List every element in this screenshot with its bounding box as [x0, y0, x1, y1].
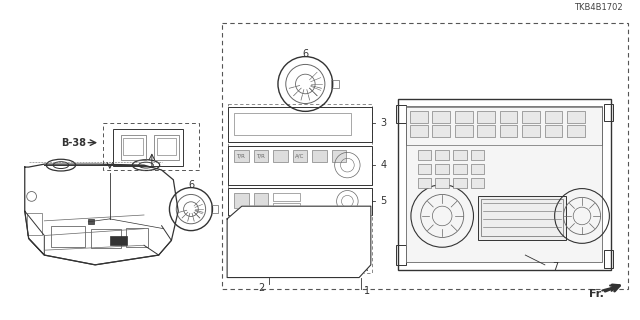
- Bar: [273, 194, 300, 201]
- Bar: [92, 229, 120, 248]
- Bar: [234, 194, 248, 208]
- Bar: [337, 233, 367, 270]
- Bar: [604, 250, 613, 268]
- Bar: [234, 113, 351, 135]
- Text: 6: 6: [302, 49, 308, 59]
- Bar: [455, 111, 472, 123]
- Bar: [283, 242, 333, 268]
- Bar: [453, 150, 467, 160]
- Bar: [470, 178, 484, 188]
- Bar: [51, 226, 85, 247]
- Bar: [273, 150, 288, 162]
- Text: 3: 3: [381, 118, 387, 128]
- Bar: [418, 150, 431, 160]
- Bar: [433, 111, 450, 123]
- Bar: [418, 164, 431, 174]
- Bar: [455, 125, 472, 137]
- Bar: [228, 104, 372, 273]
- Bar: [331, 80, 339, 88]
- Polygon shape: [227, 206, 371, 277]
- Bar: [433, 125, 450, 137]
- Text: 2: 2: [258, 283, 264, 293]
- Bar: [234, 150, 248, 162]
- Bar: [230, 258, 252, 264]
- Bar: [281, 240, 335, 270]
- Bar: [453, 178, 467, 188]
- Bar: [418, 178, 431, 188]
- Bar: [398, 99, 611, 270]
- Text: T/R: T/R: [236, 154, 245, 159]
- Bar: [228, 108, 372, 142]
- Bar: [545, 111, 563, 123]
- Bar: [410, 111, 428, 123]
- Bar: [545, 125, 563, 137]
- Bar: [312, 150, 327, 162]
- Bar: [120, 135, 146, 160]
- Bar: [292, 150, 307, 162]
- Bar: [453, 164, 467, 174]
- Bar: [88, 219, 94, 224]
- Bar: [332, 150, 346, 162]
- Bar: [157, 138, 176, 155]
- Bar: [500, 111, 518, 123]
- Bar: [253, 194, 268, 208]
- Text: 6: 6: [188, 180, 194, 190]
- Bar: [406, 108, 602, 145]
- Bar: [567, 125, 585, 137]
- Bar: [253, 150, 268, 162]
- Ellipse shape: [53, 162, 68, 169]
- Bar: [478, 196, 566, 240]
- Text: 1: 1: [364, 286, 370, 296]
- Bar: [604, 104, 613, 121]
- Bar: [396, 106, 406, 123]
- Bar: [481, 199, 563, 236]
- Bar: [522, 111, 540, 123]
- Bar: [470, 150, 484, 160]
- Bar: [103, 123, 199, 170]
- Bar: [228, 188, 372, 215]
- Bar: [228, 146, 372, 185]
- Ellipse shape: [139, 162, 154, 168]
- Bar: [281, 209, 367, 236]
- Bar: [500, 125, 518, 137]
- Bar: [154, 135, 179, 160]
- Text: B-38: B-38: [61, 138, 86, 148]
- Bar: [110, 236, 127, 245]
- Bar: [211, 205, 218, 213]
- Bar: [470, 164, 484, 174]
- Bar: [435, 164, 449, 174]
- Bar: [410, 125, 428, 137]
- Bar: [435, 178, 449, 188]
- Bar: [567, 111, 585, 123]
- Bar: [113, 129, 183, 166]
- Text: Fr.: Fr.: [589, 289, 604, 299]
- Ellipse shape: [132, 160, 159, 171]
- Bar: [230, 229, 252, 235]
- Text: 5: 5: [381, 196, 387, 206]
- Text: 7: 7: [553, 262, 559, 272]
- Bar: [273, 203, 300, 211]
- Text: TKB4B1702: TKB4B1702: [575, 3, 623, 12]
- Bar: [435, 150, 449, 160]
- Bar: [222, 23, 628, 289]
- Bar: [27, 213, 42, 235]
- Bar: [522, 125, 540, 137]
- Ellipse shape: [46, 159, 76, 171]
- Bar: [477, 125, 495, 137]
- Bar: [127, 228, 148, 247]
- Text: 4: 4: [381, 160, 387, 170]
- Text: A/C: A/C: [295, 154, 304, 159]
- Bar: [477, 111, 495, 123]
- Text: T/R: T/R: [256, 154, 265, 159]
- Bar: [396, 245, 406, 265]
- Bar: [406, 107, 602, 262]
- Bar: [124, 138, 143, 155]
